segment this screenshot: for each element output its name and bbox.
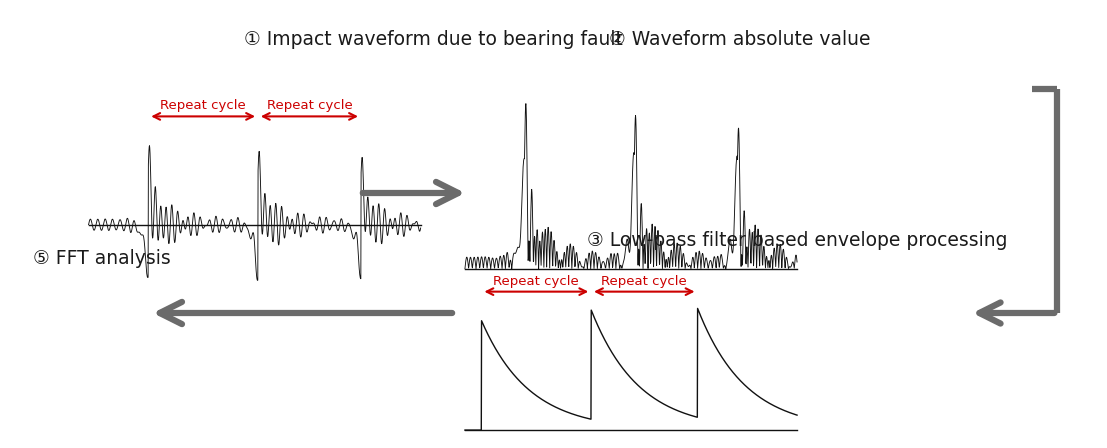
- Text: ① Impact waveform due to bearing fault: ① Impact waveform due to bearing fault: [244, 30, 622, 49]
- Text: Repeat cycle: Repeat cycle: [161, 99, 246, 112]
- Text: Repeat cycle: Repeat cycle: [601, 275, 687, 288]
- Text: ② Waveform absolute value: ② Waveform absolute value: [609, 30, 870, 49]
- Text: ⑤ FFT analysis: ⑤ FFT analysis: [33, 249, 170, 268]
- Text: Repeat cycle: Repeat cycle: [494, 275, 579, 288]
- Text: Repeat cycle: Repeat cycle: [267, 99, 352, 112]
- Text: ③ Low-pass filter based envelope processing: ③ Low-pass filter based envelope process…: [587, 231, 1007, 250]
